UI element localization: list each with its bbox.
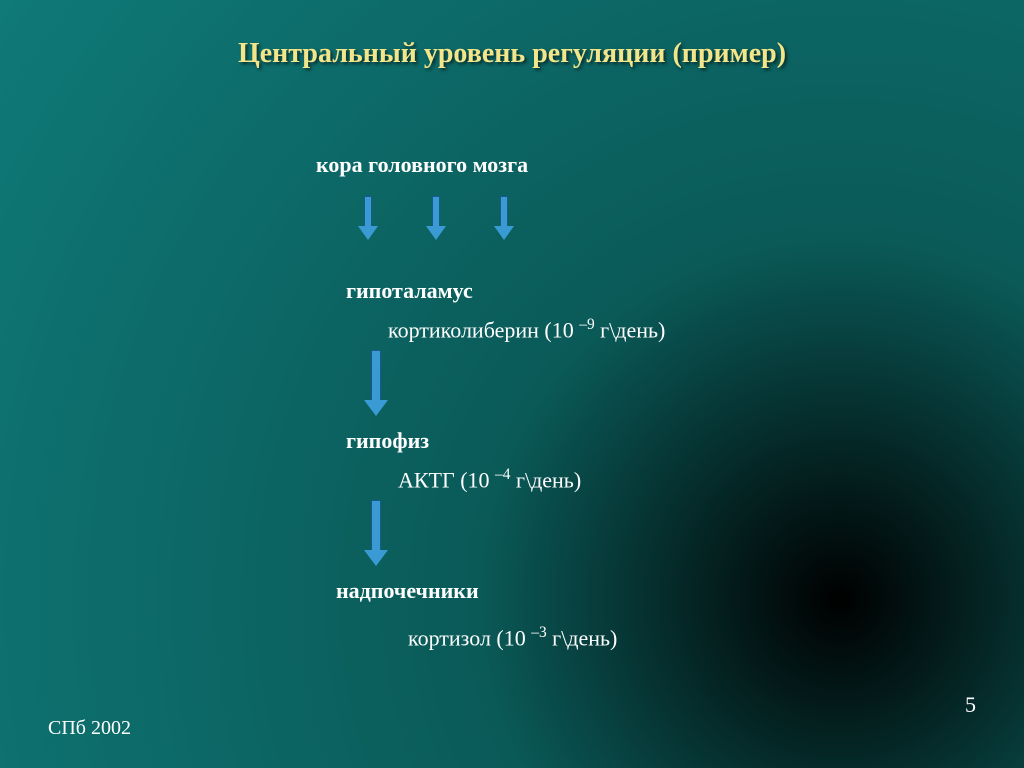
label-pituitary: гипофиз xyxy=(346,428,429,454)
slide: Центральный уровень регуляции (пример) к… xyxy=(0,0,1024,768)
down-arrow-icon xyxy=(364,500,388,566)
down-arrow-icon xyxy=(494,196,514,240)
down-arrow-icon xyxy=(426,196,446,240)
slide-number: 5 xyxy=(965,692,976,718)
label-acth: АКТГ (10 –4 г\день) xyxy=(398,466,581,493)
label-cortisol: кортизол (10 –3 г\день) xyxy=(408,624,617,651)
slide-title: Центральный уровень регуляции (пример) xyxy=(0,38,1024,70)
down-arrow-icon xyxy=(358,196,378,240)
label-cortex: кора головного мозга xyxy=(316,152,528,178)
label-corticoliberin: кортиколиберин (10 –9 г\день) xyxy=(388,316,665,343)
label-hypothalamus: гипоталамус xyxy=(346,278,473,304)
label-adrenals: надпочечники xyxy=(336,578,479,604)
down-arrow-icon xyxy=(364,350,388,416)
footer-left: СПб 2002 xyxy=(48,717,131,740)
